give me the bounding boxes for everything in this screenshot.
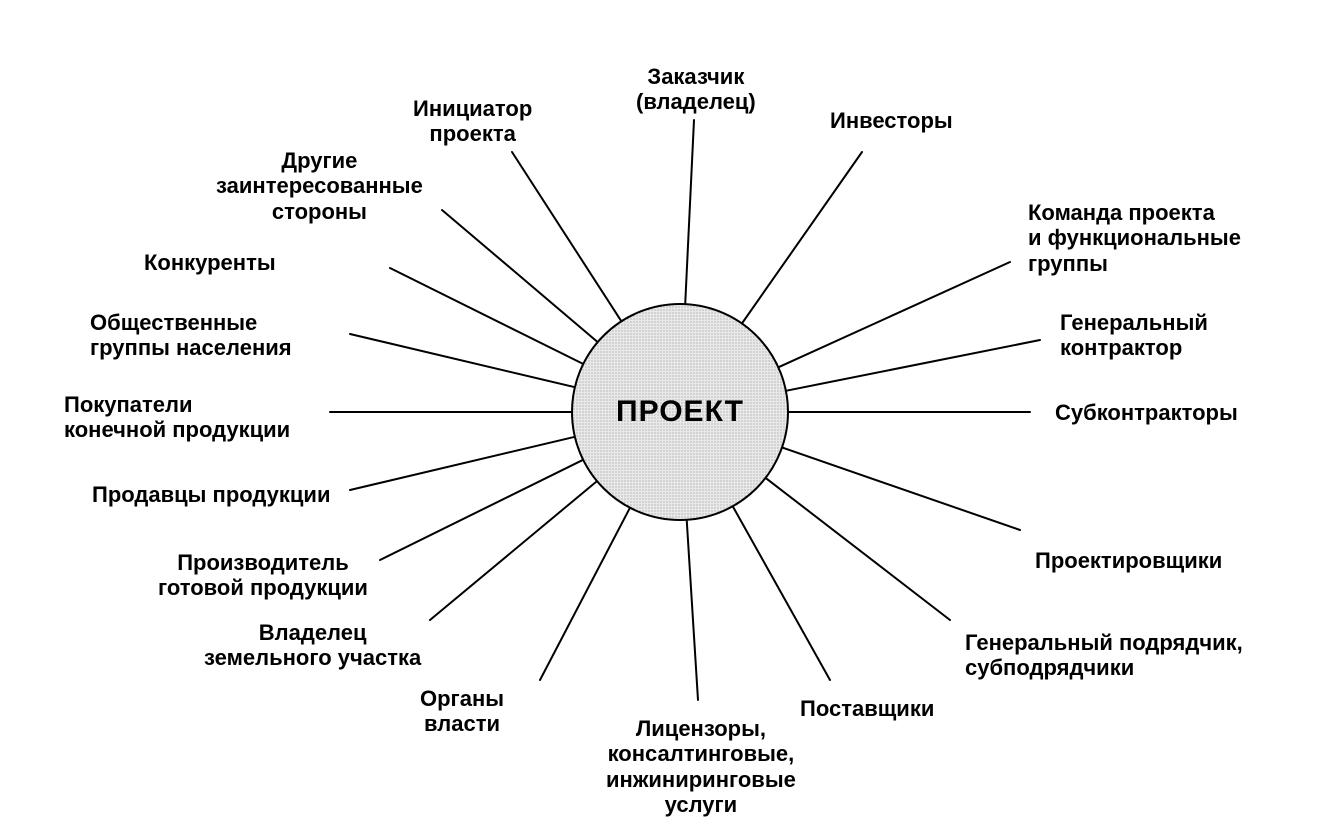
node-label-other-stake: Другие заинтересованные стороны [216, 148, 423, 224]
node-label-authorities: Органы власти [420, 686, 504, 737]
node-label-public-groups: Общественные группы населения [90, 310, 292, 361]
edge-gen-podryad [766, 478, 950, 620]
node-label-team: Команда проекта и функциональные группы [1028, 200, 1241, 276]
node-label-customer: Заказчик (владелец) [636, 64, 756, 115]
edge-authorities [540, 508, 630, 680]
edge-producer [380, 460, 583, 560]
node-label-land-owner: Владелец земельного участка [204, 620, 421, 671]
node-label-initiator: Инициатор проекта [413, 96, 532, 147]
node-label-gen-contractor: Генеральный контрактор [1060, 310, 1208, 361]
node-label-buyers: Покупатели конечной продукции [64, 392, 290, 443]
edge-other-stake [442, 210, 598, 342]
node-label-producer: Производитель готовой продукции [158, 550, 368, 601]
radial-diagram: ПРОЕКТ Инициатор проекта Заказчик (владел… [0, 0, 1329, 833]
edge-customer [685, 120, 694, 304]
node-label-subcontractors: Субконтракторы [1055, 400, 1238, 425]
edge-team [778, 262, 1010, 367]
edge-land-owner [430, 481, 597, 620]
node-label-investors: Инвесторы [830, 108, 953, 133]
node-label-sellers: Продавцы продукции [92, 482, 330, 507]
edge-initiator [512, 152, 621, 321]
center-node-label: ПРОЕКТ [616, 395, 744, 429]
edge-gen-contractor [786, 340, 1040, 391]
edge-competitors [390, 268, 583, 364]
edge-designers [782, 447, 1020, 530]
node-label-competitors: Конкуренты [144, 250, 276, 275]
edge-licensors [687, 520, 698, 700]
node-label-suppliers: Поставщики [800, 696, 934, 721]
edge-public-groups [350, 334, 575, 387]
node-label-gen-podryad: Генеральный подрядчик, субподрядчики [965, 630, 1243, 681]
node-label-licensors: Лицензоры, консалтинговые, инжиниринговы… [606, 716, 796, 817]
edge-investors [742, 152, 862, 324]
center-node: ПРОЕКТ [572, 304, 788, 520]
edge-sellers [350, 437, 575, 490]
node-label-designers: Проектировщики [1035, 548, 1222, 573]
edge-suppliers [733, 506, 830, 680]
